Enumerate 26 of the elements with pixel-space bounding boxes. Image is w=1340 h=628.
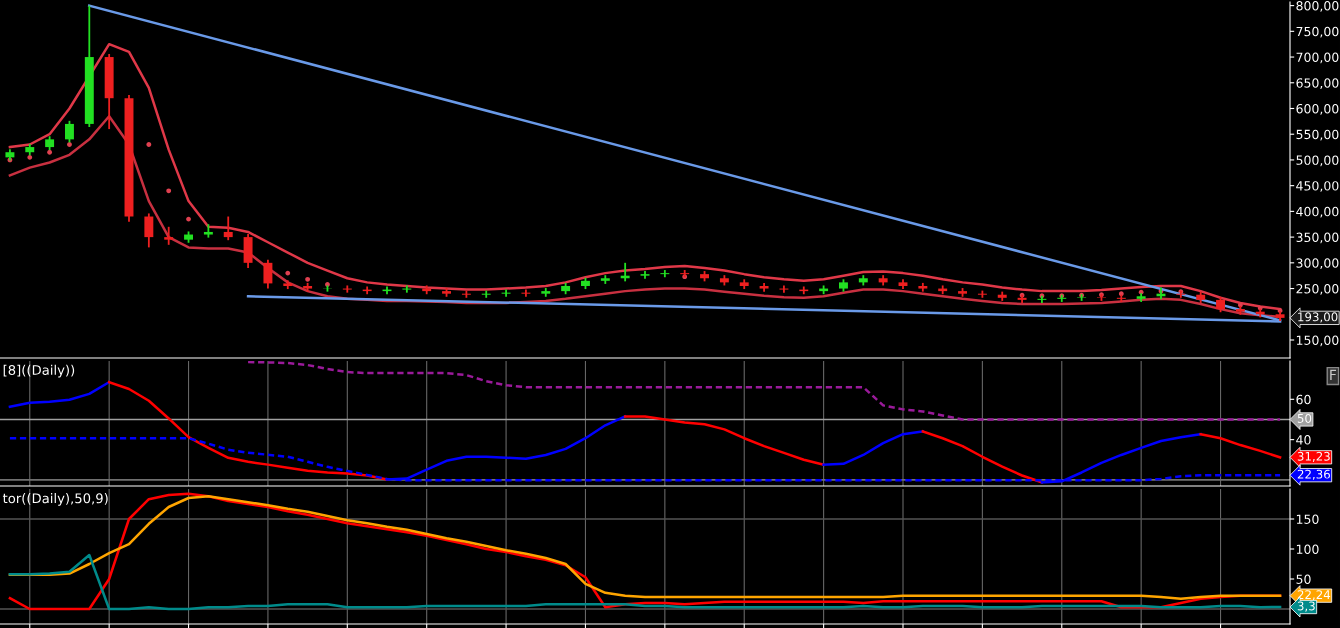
y-tick-label: 700,00 bbox=[1296, 52, 1339, 64]
y-tick-label: 350,00 bbox=[1296, 232, 1339, 244]
y-tick-label: 600,00 bbox=[1296, 103, 1339, 115]
y-tick-label: 400,00 bbox=[1296, 206, 1339, 218]
y-tick-label: 100 bbox=[1296, 544, 1319, 554]
y-tick-label: 550,00 bbox=[1296, 129, 1339, 141]
text: F bbox=[1330, 369, 1337, 380]
y-tick-label: 450,00 bbox=[1296, 181, 1339, 192]
y-tick-label: 500,00 bbox=[1296, 155, 1339, 167]
y-tick-label: 800,00 bbox=[1296, 1, 1339, 12]
chart-title: [8]((Daily)) bbox=[3, 364, 75, 378]
y-tick-label: 150,00 bbox=[1296, 335, 1339, 347]
y-tick-label: 150 bbox=[1296, 514, 1319, 524]
y-tick-label: 50 bbox=[1296, 574, 1311, 584]
data-label: 22,36 bbox=[1297, 469, 1330, 480]
data-label: 31,23 bbox=[1297, 451, 1330, 462]
chart-title: tor((Daily),50,9) bbox=[2, 493, 108, 506]
y-tick-label: 60 bbox=[1296, 394, 1311, 405]
text: 193,00 bbox=[1298, 312, 1338, 323]
y-tick-label: 40 bbox=[1296, 435, 1311, 445]
y-tick-label: 650,00 bbox=[1296, 78, 1339, 89]
y-tick-label: 300,00 bbox=[1296, 258, 1339, 270]
data-label: 3,3 bbox=[1297, 601, 1315, 612]
y-tick-label: 250,00 bbox=[1296, 284, 1339, 295]
data-label: 22,24 bbox=[1297, 590, 1331, 601]
y-tick-label: 750,00 bbox=[1296, 26, 1339, 38]
